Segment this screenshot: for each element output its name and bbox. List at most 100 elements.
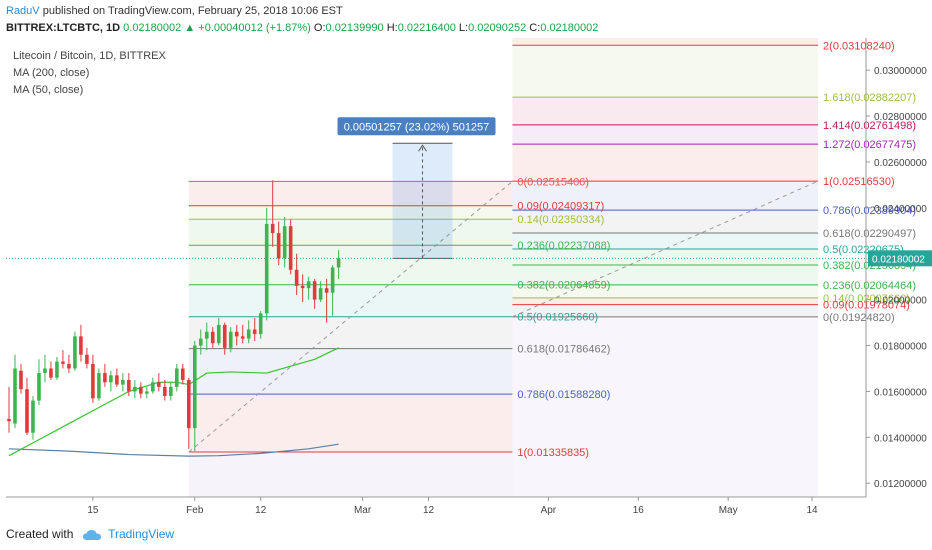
candle-body bbox=[97, 373, 101, 399]
candle-body bbox=[216, 324, 221, 344]
candle-body bbox=[127, 379, 131, 392]
ma50-legend[interactable]: MA (50, close) bbox=[13, 84, 84, 96]
candle-body bbox=[330, 267, 335, 293]
up-arrow-icon: ▲ bbox=[184, 22, 196, 34]
candle-body bbox=[258, 313, 263, 335]
candle-body bbox=[91, 363, 95, 399]
candle-body bbox=[318, 288, 323, 300]
fib-retracement-label: 0.236(0.02237088) bbox=[517, 240, 610, 252]
author-link[interactable]: RaduV bbox=[6, 5, 40, 17]
fib-retracement-trendline bbox=[188, 180, 513, 453]
candle-body bbox=[7, 418, 11, 422]
candle-body bbox=[55, 361, 59, 378]
symbol-label: BITTREX:LTCBTC, 1D bbox=[6, 22, 121, 34]
fib-extension-zone bbox=[512, 248, 819, 266]
fib-extension-label: 1.414(0.02761498) bbox=[823, 120, 916, 132]
candle-body bbox=[25, 389, 29, 433]
fib-extension-zone bbox=[512, 210, 819, 233]
fib-extension-zone bbox=[512, 316, 819, 497]
fib-retracement-label: 0.618(0.01786462) bbox=[517, 344, 610, 356]
x-tick-label: May bbox=[719, 505, 738, 516]
y-tick-label: 0.03000000 bbox=[874, 66, 927, 77]
x-tick-label: 16 bbox=[633, 505, 645, 516]
candle-body bbox=[67, 363, 71, 369]
x-tick-label: 14 bbox=[807, 505, 819, 516]
candle-body bbox=[13, 368, 17, 424]
candle-body bbox=[19, 370, 23, 390]
candle-body bbox=[31, 400, 35, 433]
fib-retracement-label: 1(0.01335835) bbox=[517, 447, 589, 459]
high-label: H: bbox=[386, 22, 398, 34]
measure-label-bg bbox=[337, 117, 496, 136]
last-price-badge-label: 0.02180002 bbox=[872, 254, 925, 265]
fib-extension-label: 1(0.02516530) bbox=[823, 176, 895, 188]
candle-body bbox=[336, 258, 341, 268]
candle-body bbox=[228, 331, 233, 348]
plot-area: 0.00501257 (23.02%) 501257 bbox=[6, 38, 866, 497]
candle-body bbox=[270, 223, 275, 234]
candle-body bbox=[264, 223, 269, 314]
candle-body bbox=[252, 329, 257, 335]
fib-extension-label: 0.786(0.02389904) bbox=[823, 205, 916, 217]
candle-body bbox=[49, 368, 53, 378]
fib-extension-zone bbox=[512, 232, 819, 249]
x-tick-label: 12 bbox=[423, 505, 435, 516]
fib-retracement-zone bbox=[188, 245, 513, 285]
fib-retracement-label: 0.14(0.02350334) bbox=[517, 214, 604, 226]
last-price: 0.02180002 bbox=[123, 22, 182, 34]
tradingview-link[interactable]: TradingView bbox=[108, 527, 175, 541]
fib-retracement-label: 0(0.02515406) bbox=[517, 176, 589, 188]
candle-body bbox=[109, 375, 113, 383]
candle-body bbox=[180, 368, 185, 380]
ma200-line bbox=[8, 443, 339, 457]
candle-body bbox=[115, 375, 119, 385]
candle-body bbox=[222, 324, 227, 348]
candle-body bbox=[240, 336, 245, 339]
open-label: O: bbox=[313, 22, 326, 34]
fib-extension-label: 0.618(0.02290497) bbox=[823, 228, 916, 240]
candle-body bbox=[324, 288, 329, 293]
candle-body bbox=[282, 226, 287, 259]
candle-body bbox=[145, 391, 149, 394]
fib-extension-label: 2(0.03108240) bbox=[823, 40, 895, 52]
fib-retracement-zone bbox=[188, 181, 513, 206]
fib-extension-zone bbox=[512, 97, 819, 125]
candle-body bbox=[43, 368, 47, 374]
fib-retracement-zone bbox=[188, 394, 513, 453]
publish-info: published on TradingView.com, February 2… bbox=[42, 5, 343, 17]
fib-extension-zone bbox=[512, 304, 819, 317]
measure-arrow-head bbox=[418, 144, 427, 152]
fib-extension-zone bbox=[512, 297, 819, 305]
last-price-badge bbox=[868, 250, 932, 267]
price-change: +0.00040012 (+1.87%) bbox=[198, 22, 311, 34]
candle-body bbox=[151, 382, 155, 392]
candle-body bbox=[234, 331, 239, 337]
candle-body bbox=[169, 386, 173, 397]
fib-extension-zone bbox=[512, 45, 819, 98]
fib-retracement-label: 0.09(0.02409317) bbox=[517, 201, 604, 213]
fib-extension-zone bbox=[512, 38, 819, 46]
low-label: L: bbox=[458, 22, 469, 34]
y-tick-label: 0.01400000 bbox=[874, 433, 927, 444]
ma200-legend[interactable]: MA (200, close) bbox=[13, 67, 90, 79]
y-tick-label: 0.01800000 bbox=[874, 342, 927, 353]
fib-extension-zone bbox=[512, 265, 819, 285]
fib-retracement-zone bbox=[188, 452, 513, 497]
candle-body bbox=[121, 379, 125, 385]
fib-retracement-label: 0.382(0.02064859) bbox=[517, 280, 610, 292]
fib-extension-label: 0.236(0.02064464) bbox=[823, 280, 916, 292]
tradingview-logo-icon bbox=[82, 530, 101, 540]
fib-retracement-zone bbox=[188, 348, 513, 395]
y-tick-label: 0.02600000 bbox=[874, 158, 927, 169]
fib-retracement-zone bbox=[188, 284, 513, 317]
publish-line: RaduV published on TradingView.com, Febr… bbox=[6, 5, 343, 17]
low-value: 0.02090252 bbox=[468, 22, 527, 34]
fib-extension-label: 0(0.01924820) bbox=[823, 312, 895, 324]
created-with-label: Created with bbox=[6, 527, 74, 541]
x-tick-label: Mar bbox=[354, 505, 372, 516]
y-tick-label: 0.02400000 bbox=[874, 204, 927, 215]
candle-body bbox=[103, 373, 107, 383]
fib-retracement-zone bbox=[188, 219, 513, 246]
fib-extension-zone bbox=[512, 144, 819, 182]
